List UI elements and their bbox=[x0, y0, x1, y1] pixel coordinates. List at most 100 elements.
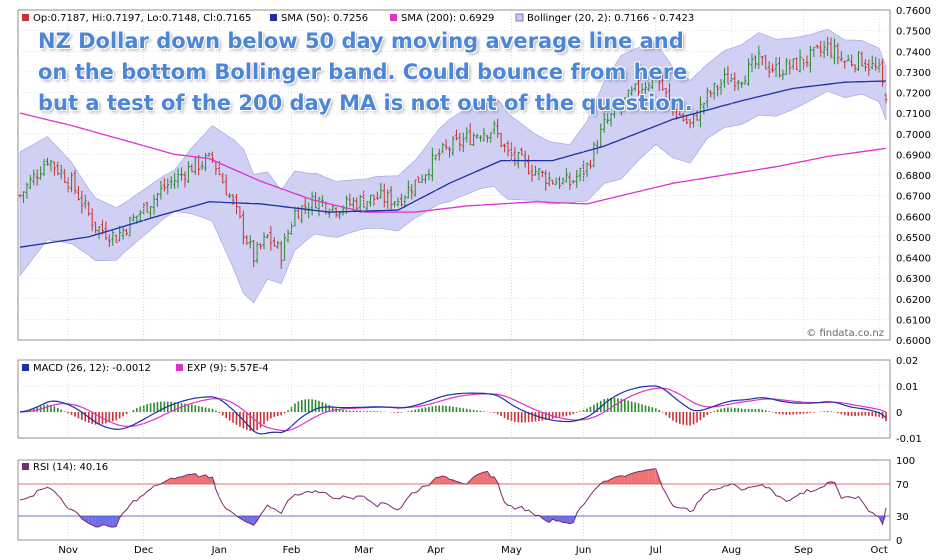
ohlc-bar bbox=[784, 57, 788, 75]
rsi-oversold-fill bbox=[250, 516, 254, 526]
ohlc-bar bbox=[200, 160, 204, 170]
ohlc-bar bbox=[606, 113, 610, 124]
ohlc-bar bbox=[860, 51, 864, 67]
rsi-oversold-fill bbox=[552, 516, 557, 521]
macd-panel-frame bbox=[17, 359, 891, 439]
ohlc-bar bbox=[193, 157, 197, 175]
ohlc-bar bbox=[155, 192, 159, 207]
rsi-overbought-fill bbox=[490, 476, 495, 484]
ohlc-bar bbox=[709, 90, 713, 98]
price-tick-label: 0.6200 bbox=[896, 295, 931, 306]
ohlc-bar bbox=[551, 179, 555, 185]
rsi-oversold-fill bbox=[95, 516, 100, 527]
ohlc-bar bbox=[410, 184, 414, 200]
rsi-overbought-fill bbox=[655, 468, 660, 484]
ohlc-bar bbox=[204, 152, 208, 172]
ohlc-bar bbox=[668, 83, 671, 103]
ohlc-bar bbox=[454, 129, 458, 141]
ohlc-bar bbox=[602, 113, 606, 133]
ohlc-bar bbox=[753, 55, 757, 69]
ohlc-bar bbox=[224, 174, 228, 196]
ohlc-bar bbox=[262, 232, 266, 250]
ohlc-bar bbox=[176, 168, 180, 188]
ohlc-bar bbox=[826, 36, 830, 56]
ohlc-bar bbox=[59, 164, 63, 180]
rsi-overbought-fill bbox=[480, 472, 484, 484]
ohlc-bar bbox=[393, 201, 397, 208]
ohlc-bar bbox=[56, 161, 60, 176]
rsi-overbought-fill bbox=[621, 475, 625, 484]
ohlc-bar bbox=[183, 171, 187, 188]
price-y-axis: 0.7600 0.7500 0.7400 0.7300 0.7200 0.7100 0.70… bbox=[896, 6, 931, 347]
price-panel-frame bbox=[17, 9, 891, 341]
macd-tick-label: 0.02 bbox=[896, 356, 918, 367]
ohlc-bar bbox=[547, 171, 551, 187]
ohlc-bar bbox=[874, 57, 878, 71]
rsi-overbought-fill bbox=[604, 480, 608, 484]
ohlc-bar bbox=[743, 75, 747, 85]
ohlc-bar bbox=[73, 169, 77, 195]
rsi-oversold-fill bbox=[92, 516, 96, 527]
ohlc-bar bbox=[839, 51, 843, 62]
ohlc-bar bbox=[475, 133, 479, 139]
macd-line bbox=[19, 385, 887, 435]
ohlc-bar bbox=[661, 72, 665, 91]
price-tick-label: 0.6900 bbox=[896, 150, 931, 161]
ohlc-bar bbox=[39, 166, 43, 180]
ohlc-bar bbox=[190, 163, 194, 173]
ohlc-bar bbox=[18, 194, 22, 198]
price-tick-label: 0.6300 bbox=[896, 274, 931, 285]
ohlc-bar bbox=[657, 76, 661, 92]
ohlc-bar bbox=[162, 178, 166, 192]
ohlc-bar bbox=[712, 82, 716, 100]
ohlc-bar bbox=[857, 51, 861, 71]
rsi-overbought-fill bbox=[191, 473, 196, 484]
rsi-overbought-fill bbox=[184, 474, 189, 484]
rsi-overbought-fill bbox=[628, 473, 632, 484]
ohlc-bar bbox=[441, 142, 445, 154]
watermark: © findata.co.nz bbox=[806, 328, 884, 339]
ohlc-bar bbox=[506, 140, 510, 157]
ohlc-bar bbox=[832, 38, 836, 65]
ohlc-bar bbox=[128, 216, 132, 237]
rsi-overbought-fill bbox=[449, 479, 453, 484]
ohlc-bar bbox=[588, 160, 592, 170]
ohlc-bar bbox=[369, 194, 373, 207]
price-legend: Op:0.7187, Hi:0.7197, Lo:0.7148, Cl:0.71… bbox=[22, 13, 694, 24]
price-tick-label: 0.7000 bbox=[896, 130, 931, 141]
ohlc-bar bbox=[558, 176, 562, 190]
ohlc-bar bbox=[221, 172, 225, 184]
ohlc-bar bbox=[255, 241, 259, 264]
legend-swatch-sma50 bbox=[270, 14, 277, 21]
ohlc-bar bbox=[111, 230, 115, 246]
ohlc-bar bbox=[819, 40, 823, 57]
ohlc-bar bbox=[166, 178, 170, 195]
ohlc-bar bbox=[320, 195, 324, 208]
ohlc-bar bbox=[286, 229, 290, 243]
ohlc-bar bbox=[169, 176, 173, 189]
rsi-oversold-fill bbox=[78, 516, 82, 519]
rsi-overbought-fill bbox=[446, 476, 450, 484]
price-tick-label: 0.6400 bbox=[896, 254, 931, 265]
ohlc-bar bbox=[485, 135, 489, 143]
price-tick-label: 0.6000 bbox=[896, 336, 931, 347]
month-tick-label: Sep bbox=[794, 545, 813, 556]
rsi-overbought-fill bbox=[642, 470, 646, 484]
rsi-overbought-fill bbox=[435, 477, 440, 484]
month-tick-label: May bbox=[501, 545, 522, 556]
rsi-overbought-fill bbox=[202, 474, 206, 484]
legend-bollinger: Bollinger (20, 2): 0.7166 - 0.7423 bbox=[527, 13, 694, 24]
ohlc-bar bbox=[585, 162, 589, 178]
ohlc-bar bbox=[850, 54, 854, 67]
ohlc-bar bbox=[138, 210, 142, 223]
macd-tick-label: 0 bbox=[896, 408, 902, 419]
ohlc-bar bbox=[681, 113, 685, 122]
ohlc-bar bbox=[674, 107, 678, 120]
rsi-overbought-fill bbox=[631, 472, 636, 484]
ohlc-bar bbox=[159, 180, 163, 200]
month-tick-label: Jan bbox=[211, 545, 227, 556]
price-tick-label: 0.6500 bbox=[896, 233, 931, 244]
ohlc-bar bbox=[716, 84, 720, 97]
ohlc-bar bbox=[533, 165, 537, 176]
ohlc-bar bbox=[747, 58, 751, 86]
